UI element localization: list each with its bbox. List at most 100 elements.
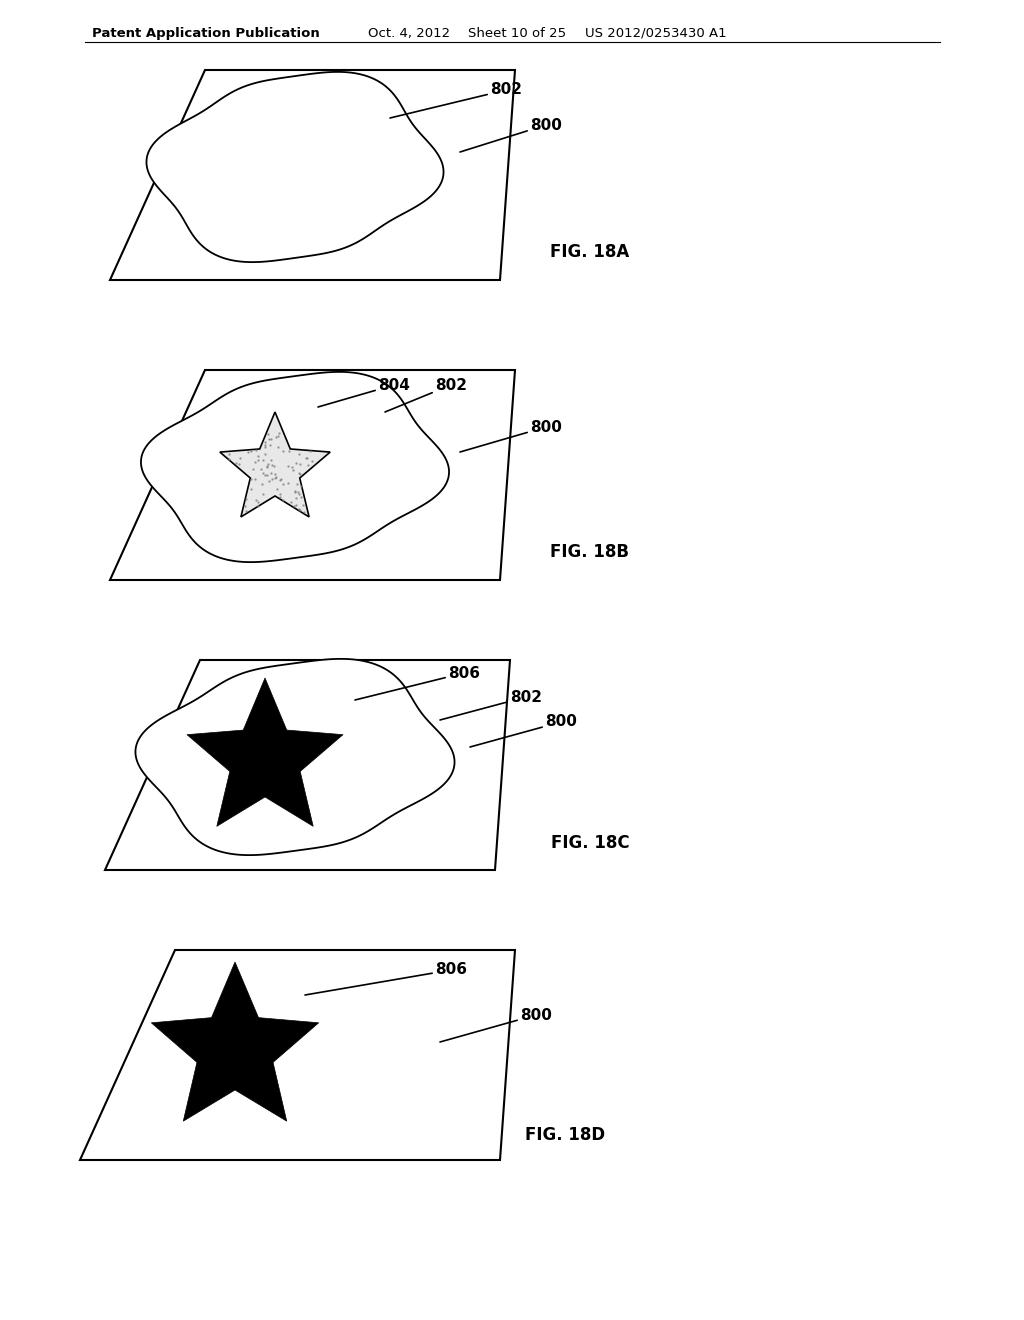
Text: 802: 802	[440, 689, 542, 719]
Point	[274, 440, 291, 461]
Point	[263, 462, 280, 483]
Point	[271, 470, 288, 491]
Point	[250, 445, 266, 466]
Text: Patent Application Publication: Patent Application Publication	[92, 26, 319, 40]
Text: US 2012/0253430 A1: US 2012/0253430 A1	[585, 26, 727, 40]
Point	[292, 500, 308, 521]
Point	[250, 491, 266, 512]
Point	[257, 444, 273, 465]
Point	[238, 495, 254, 516]
Point	[253, 473, 269, 494]
Polygon shape	[220, 412, 330, 517]
Point	[274, 488, 291, 510]
Point	[260, 454, 276, 475]
Point	[267, 426, 284, 447]
Point	[288, 495, 304, 516]
Point	[291, 444, 307, 465]
Point	[248, 440, 264, 461]
Point	[261, 470, 278, 491]
Point	[295, 495, 311, 516]
Text: 800: 800	[470, 714, 577, 747]
Point	[298, 447, 314, 469]
Polygon shape	[152, 962, 318, 1121]
Point	[283, 491, 299, 512]
Point	[257, 432, 273, 453]
Point	[300, 454, 316, 475]
Point	[257, 437, 273, 458]
Text: 802: 802	[390, 82, 522, 117]
Text: 804: 804	[318, 378, 410, 407]
Text: 800: 800	[460, 420, 562, 451]
Point	[221, 449, 238, 470]
Point	[272, 469, 289, 490]
Point	[287, 482, 303, 503]
Polygon shape	[141, 372, 450, 562]
Point	[293, 487, 309, 508]
Point	[270, 422, 287, 444]
Point	[280, 473, 296, 494]
Point	[302, 440, 318, 461]
Point	[288, 487, 304, 508]
Point	[267, 463, 284, 484]
Polygon shape	[146, 71, 443, 263]
Point	[281, 441, 297, 462]
Point	[290, 482, 306, 503]
Point	[255, 462, 271, 483]
Point	[243, 469, 259, 490]
Point	[291, 483, 307, 504]
Point	[259, 465, 275, 486]
Point	[261, 434, 278, 455]
Point	[269, 437, 286, 458]
Text: 806: 806	[305, 962, 467, 995]
Point	[291, 462, 307, 483]
Point	[253, 458, 269, 479]
Text: FIG. 18C: FIG. 18C	[551, 834, 630, 851]
Text: Oct. 4, 2012: Oct. 4, 2012	[368, 26, 451, 40]
Point	[284, 457, 300, 478]
Point	[292, 463, 308, 484]
Point	[256, 465, 272, 486]
Point	[238, 500, 254, 521]
Text: FIG. 18D: FIG. 18D	[525, 1126, 605, 1144]
Point	[268, 466, 285, 487]
Point	[238, 488, 254, 510]
Text: 802: 802	[385, 378, 467, 412]
Text: FIG. 18A: FIG. 18A	[550, 243, 630, 261]
Text: 800: 800	[440, 1007, 552, 1041]
Point	[291, 499, 307, 520]
Text: 806: 806	[355, 665, 480, 700]
Point	[259, 457, 275, 478]
Text: FIG. 18B: FIG. 18B	[551, 543, 630, 561]
Point	[287, 480, 303, 502]
Point	[255, 484, 271, 506]
Point	[293, 475, 309, 496]
Point	[227, 453, 244, 474]
Point	[280, 455, 296, 477]
Point	[243, 440, 259, 461]
Point	[263, 449, 280, 470]
Point	[296, 502, 312, 523]
Point	[243, 479, 259, 500]
Point	[247, 451, 263, 473]
Point	[232, 447, 249, 469]
Point	[248, 490, 264, 511]
Point	[259, 424, 275, 445]
Point	[272, 486, 289, 507]
Point	[245, 458, 261, 479]
Point	[285, 459, 301, 480]
Point	[299, 447, 315, 469]
Point	[289, 453, 305, 474]
Point	[263, 429, 280, 450]
Polygon shape	[105, 660, 510, 870]
Point	[261, 428, 278, 449]
Point	[250, 449, 266, 470]
Text: Sheet 10 of 25: Sheet 10 of 25	[468, 26, 566, 40]
Polygon shape	[110, 370, 515, 579]
Polygon shape	[135, 659, 455, 855]
Point	[221, 444, 238, 465]
Polygon shape	[110, 70, 515, 280]
Point	[230, 454, 247, 475]
Point	[267, 467, 284, 488]
Point	[266, 455, 283, 477]
Polygon shape	[187, 678, 343, 826]
